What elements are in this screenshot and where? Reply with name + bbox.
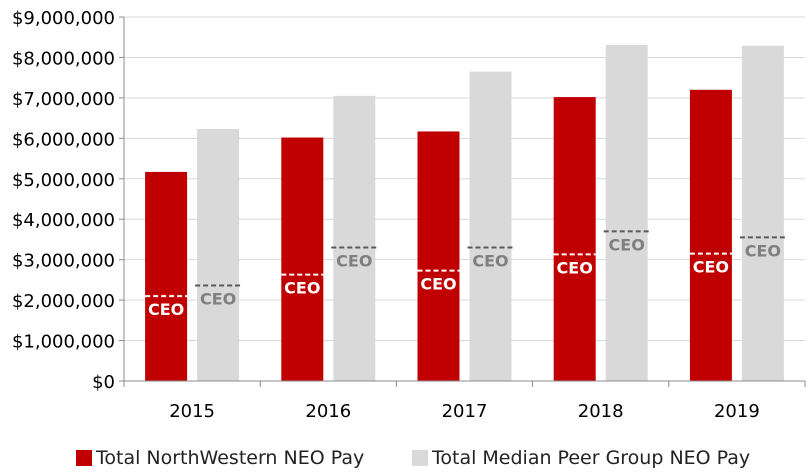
legend-swatch-peer-group	[412, 450, 428, 466]
x-axis: 2015 2016 2017 2018 2019	[123, 380, 806, 422]
x-tick-label: 2018	[578, 401, 624, 422]
bars	[145, 44, 784, 382]
bar-peer-group	[605, 44, 648, 381]
bar-northwestern	[417, 131, 460, 381]
y-tick-label: $3,000,000	[12, 251, 115, 272]
bar-northwestern	[553, 97, 596, 381]
x-tick-label: 2017	[442, 401, 488, 422]
y-axis: $0 $1,000,000 $2,000,000 $3,000,000 $4,000,0…	[12, 8, 125, 393]
legend: Total NorthWestern NEO Pay Total Median …	[0, 447, 811, 473]
bar-northwestern	[145, 171, 188, 381]
y-tick-label: $9,000,000	[12, 8, 115, 29]
y-tick-label: $0	[92, 372, 115, 393]
ceo-label: CEO	[336, 252, 372, 271]
bar-peer-group	[741, 45, 784, 382]
ceo-label: CEO	[148, 300, 184, 319]
y-tick-label: $2,000,000	[12, 291, 115, 312]
legend-label-northwestern: Total NorthWestern NEO Pay	[96, 447, 365, 469]
legend-item-northwestern: Total NorthWestern NEO Pay	[76, 447, 364, 469]
y-tick-label: $1,000,000	[12, 332, 115, 353]
y-tick-label: $4,000,000	[12, 210, 115, 231]
bar-peer-group	[197, 129, 240, 381]
ceo-label: CEO	[557, 258, 593, 277]
bar-chart: $0 $1,000,000 $2,000,000 $3,000,000 $4,000,0…	[12, 8, 806, 422]
ceo-label: CEO	[472, 252, 508, 271]
x-tick-label: 2016	[305, 401, 351, 422]
ceo-label: CEO	[420, 275, 456, 294]
y-tick-label: $8,000,000	[12, 48, 115, 69]
ceo-label: CEO	[745, 241, 781, 260]
bar-peer-group	[333, 95, 376, 381]
ceo-label: CEO	[284, 279, 320, 298]
legend-swatch-northwestern	[76, 450, 92, 466]
y-tick-label: $6,000,000	[12, 129, 115, 150]
y-tick-label: $7,000,000	[12, 89, 115, 110]
ceo-label: CEO	[693, 258, 729, 277]
ceo-markers: CEO CEO CEO CEO CEO CEO CEO CEO CEO CEO	[145, 230, 786, 319]
bar-northwestern	[281, 137, 324, 381]
bar-peer-group	[469, 71, 512, 381]
ceo-label: CEO	[609, 235, 645, 254]
y-tick-label: $5,000,000	[12, 170, 115, 191]
legend-label-peer-group: Total Median Peer Group NEO Pay	[432, 447, 751, 469]
legend-item-peer-group: Total Median Peer Group NEO Pay	[412, 447, 750, 469]
ceo-label: CEO	[200, 290, 236, 309]
x-tick-label: 2015	[169, 401, 215, 422]
x-tick-label: 2019	[714, 401, 760, 422]
bar-northwestern	[689, 89, 732, 382]
